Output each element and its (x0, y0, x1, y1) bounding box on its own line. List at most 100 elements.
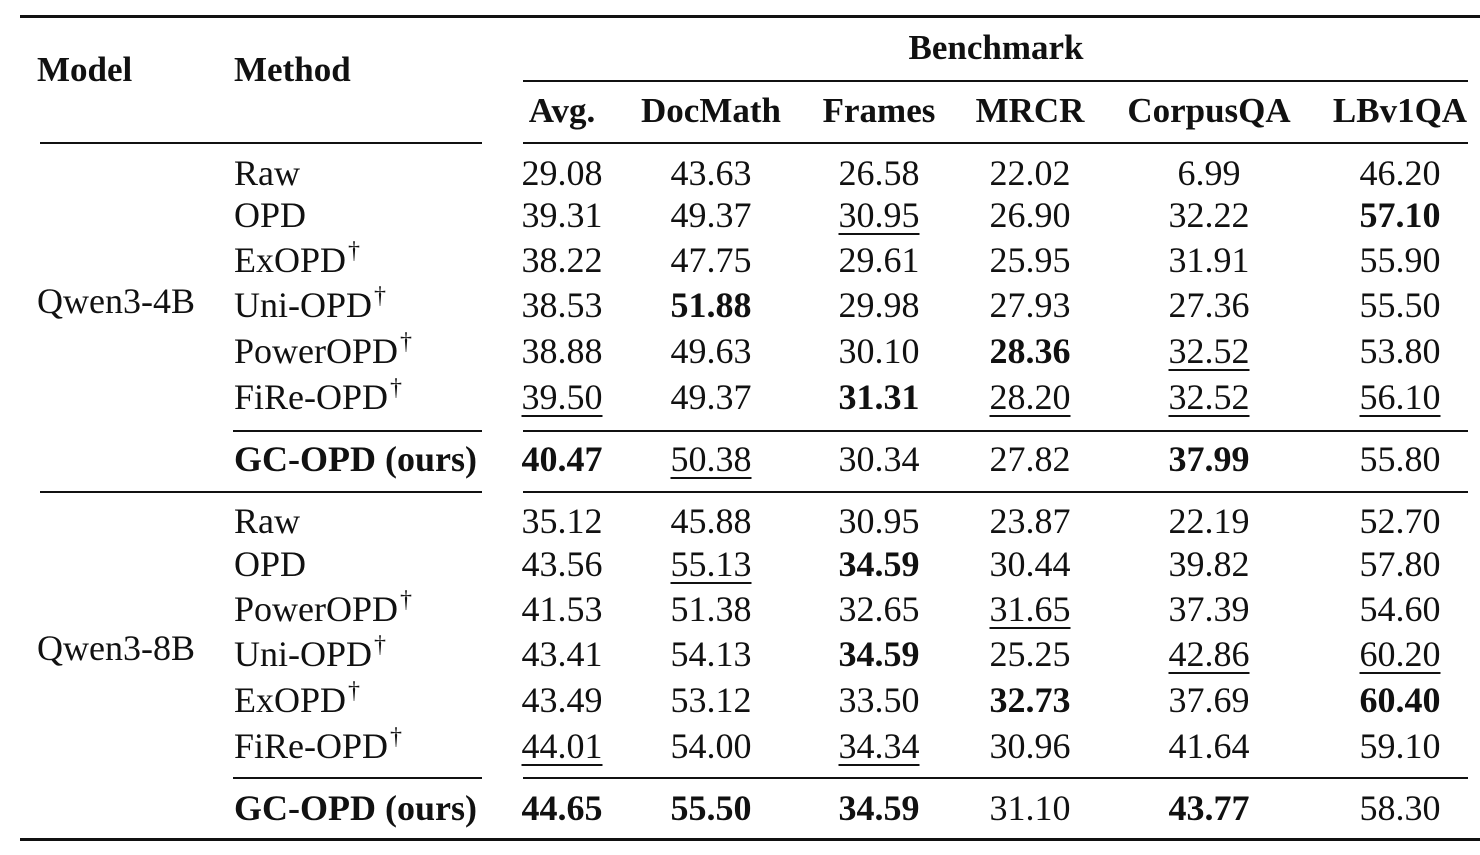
cell-corpusqa: 39.82 (1168, 544, 1250, 584)
model-label-group2: Qwen3-8B (37, 628, 195, 668)
dagger-mark: † (390, 724, 403, 750)
cell-lbv1qa: 60.20 (1359, 634, 1441, 674)
cell-lbv1qa: 56.10 (1359, 377, 1441, 417)
cell-frames: 26.58 (838, 153, 920, 193)
cell-mrcr: 22.02 (989, 153, 1071, 193)
col-header-mrcr: MRCR (975, 91, 1085, 130)
cell-docmath: 49.37 (670, 195, 752, 235)
cell-mrcr: 28.20 (989, 377, 1071, 417)
cell-corpusqa: 22.19 (1168, 501, 1250, 541)
cell-mrcr: 30.96 (989, 726, 1071, 766)
cell-frames: 30.34 (838, 439, 920, 479)
col-header-frames: Frames (822, 91, 936, 130)
cell-frames: 34.59 (838, 634, 920, 674)
method-header: Method (234, 50, 351, 89)
cell-docmath: 53.12 (670, 680, 752, 720)
cell-frames: 30.95 (838, 195, 920, 235)
cell-corpusqa: 37.39 (1168, 589, 1250, 629)
cell-lbv1qa: 58.30 (1359, 788, 1441, 828)
dagger-mark: † (390, 375, 403, 401)
cell-frames: 33.50 (838, 680, 920, 720)
col-header-avg: Avg. (528, 91, 596, 130)
dagger-mark: † (374, 632, 387, 658)
cell-corpusqa: 32.52 (1168, 331, 1250, 371)
cell-mrcr: 31.65 (989, 589, 1071, 629)
ours-rule-group1-right (523, 430, 1468, 432)
cell-mrcr: 25.95 (989, 240, 1071, 280)
cell-avg: 35.12 (521, 501, 603, 541)
method-name: ExOPD† (234, 678, 361, 720)
ours-rule-group2-right (523, 777, 1468, 779)
cell-docmath: 51.88 (670, 285, 752, 325)
cell-frames: 31.31 (838, 377, 920, 417)
cell-avg: 43.41 (521, 634, 603, 674)
ours-rule-group2-left (233, 777, 482, 779)
cell-docmath: 50.38 (670, 439, 752, 479)
cell-frames: 32.65 (838, 589, 920, 629)
cell-frames: 34.34 (838, 726, 920, 766)
cell-corpusqa: 32.52 (1168, 377, 1250, 417)
cell-mrcr: 27.82 (989, 439, 1071, 479)
col-header-corpusqa: CorpusQA (1127, 91, 1291, 130)
cell-docmath: 47.75 (670, 240, 752, 280)
cell-mrcr: 32.73 (989, 680, 1071, 720)
cell-lbv1qa: 54.60 (1359, 589, 1441, 629)
cell-docmath: 49.37 (670, 377, 752, 417)
cell-corpusqa: 31.91 (1168, 240, 1250, 280)
cell-avg: 29.08 (521, 153, 603, 193)
cell-avg: 43.49 (521, 680, 603, 720)
cell-avg: 38.88 (521, 331, 603, 371)
cell-frames: 34.59 (838, 544, 920, 584)
cell-lbv1qa: 55.90 (1359, 240, 1441, 280)
method-name: PowerOPD† (234, 587, 413, 629)
cell-corpusqa: 32.22 (1168, 195, 1250, 235)
ours-rule-group1-left (233, 430, 482, 432)
cell-docmath: 54.00 (670, 726, 752, 766)
cell-lbv1qa: 52.70 (1359, 501, 1441, 541)
bottom-rule (20, 838, 1480, 841)
cell-lbv1qa: 57.10 (1359, 195, 1441, 235)
cell-frames: 34.59 (838, 788, 920, 828)
cell-frames: 30.95 (838, 501, 920, 541)
cell-frames: 29.61 (838, 240, 920, 280)
cell-lbv1qa: 60.40 (1359, 680, 1441, 720)
method-name: FiRe-OPD† (234, 724, 403, 766)
cell-frames: 30.10 (838, 331, 920, 371)
cell-lbv1qa: 59.10 (1359, 726, 1441, 766)
cell-mrcr: 26.90 (989, 195, 1071, 235)
col-header-lbv1qa: LBv1QA (1332, 91, 1468, 130)
top-rule (20, 15, 1480, 18)
method-name: Uni-OPD† (234, 632, 387, 674)
cell-docmath: 55.50 (670, 788, 752, 828)
cell-lbv1qa: 46.20 (1359, 153, 1441, 193)
method-name: ExOPD† (234, 238, 361, 280)
cell-corpusqa: 43.77 (1168, 788, 1250, 828)
cell-corpusqa: 42.86 (1168, 634, 1250, 674)
method-name: PowerOPD† (234, 329, 413, 371)
cell-corpusqa: 37.99 (1168, 439, 1250, 479)
method-name: Uni-OPD† (234, 283, 387, 325)
method-name-ours: GC-OPD (ours) (234, 788, 477, 828)
cell-lbv1qa: 53.80 (1359, 331, 1441, 371)
method-name-ours: GC-OPD (ours) (234, 439, 477, 479)
cell-docmath: 55.13 (670, 544, 752, 584)
model-header: Model (37, 50, 133, 89)
dagger-mark: † (400, 587, 413, 613)
cell-avg: 41.53 (521, 589, 603, 629)
header-rule-left (40, 142, 482, 144)
cell-docmath: 49.63 (670, 331, 752, 371)
cell-avg: 39.31 (521, 195, 603, 235)
cell-mrcr: 23.87 (989, 501, 1071, 541)
cell-docmath: 43.63 (670, 153, 752, 193)
cell-frames: 29.98 (838, 285, 920, 325)
method-name: Raw (234, 153, 300, 193)
cell-lbv1qa: 57.80 (1359, 544, 1441, 584)
cell-avg: 43.56 (521, 544, 603, 584)
cell-mrcr: 25.25 (989, 634, 1071, 674)
cell-lbv1qa: 55.50 (1359, 285, 1441, 325)
benchmark-header: Benchmark (908, 28, 1084, 67)
method-name: FiRe-OPD† (234, 375, 403, 417)
cell-docmath: 51.38 (670, 589, 752, 629)
method-name: Raw (234, 501, 300, 541)
cell-mrcr: 30.44 (989, 544, 1071, 584)
